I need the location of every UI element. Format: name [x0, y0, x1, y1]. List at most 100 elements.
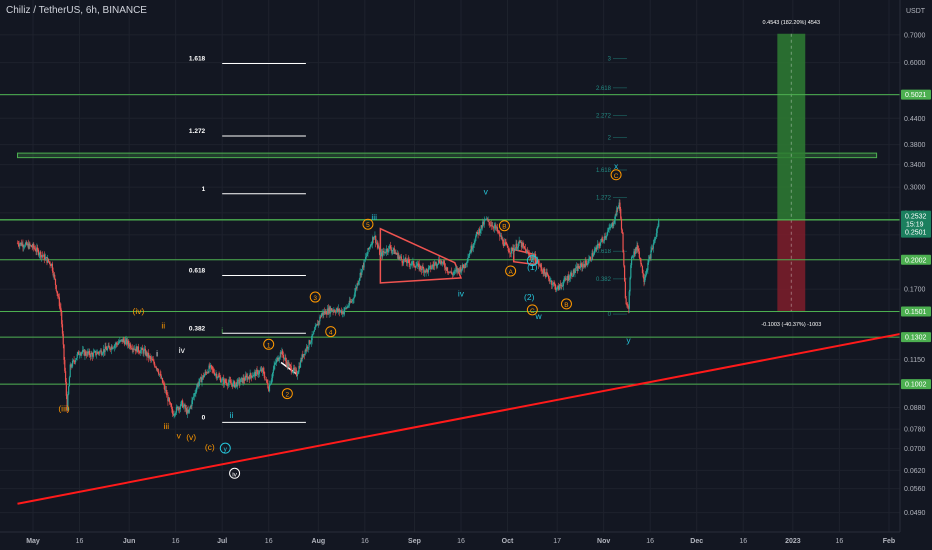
candle-body [395, 252, 397, 254]
candle-body [16, 242, 19, 244]
candle-body [568, 275, 570, 280]
candle-body [420, 265, 422, 269]
candle-body [228, 380, 230, 383]
candle-body [655, 233, 657, 238]
candle-body [413, 265, 416, 267]
candle-body [99, 351, 101, 354]
candle-body [217, 375, 219, 378]
candle-body [560, 285, 562, 286]
candle-body [502, 238, 504, 244]
candle-body [111, 346, 113, 349]
level-price-tag-text: 0.1302 [905, 335, 927, 342]
candle-body [238, 379, 240, 384]
candle-body [586, 263, 588, 265]
time-tick-label: 16 [739, 538, 747, 545]
candle-body [542, 271, 544, 274]
candle-body [399, 256, 402, 258]
candle-body [231, 383, 233, 387]
candle-body [581, 264, 583, 268]
candle-body [308, 340, 310, 348]
wave-label-circle [560, 298, 572, 310]
candle-body [384, 251, 386, 253]
wave-label-circle [263, 338, 275, 350]
wave-label-circle [219, 442, 231, 454]
candle-body [524, 248, 526, 250]
candle-body [224, 379, 226, 383]
candle-body [416, 265, 418, 267]
candle-body [85, 354, 88, 356]
candle-body [243, 377, 245, 381]
candle-body [518, 240, 520, 244]
candle-body [515, 243, 517, 248]
candle-body [46, 257, 48, 263]
time-tick-label: 16 [457, 538, 465, 545]
price-tick-label: 0.0560 [904, 486, 926, 493]
candle-body [129, 344, 131, 347]
candle-body [439, 261, 441, 264]
candle-body [404, 257, 406, 261]
candle-body [209, 365, 212, 368]
fib-ext-label: 2.272 [596, 113, 612, 119]
wave-label-circle [309, 291, 321, 303]
candle-body [309, 340, 311, 344]
candle-body [80, 353, 82, 355]
candle-body [173, 414, 175, 416]
currency-label: USDT [906, 8, 926, 15]
candle-body [571, 273, 573, 277]
candle-body [385, 248, 388, 253]
wave-label: 5 [366, 222, 370, 229]
candle-body [189, 408, 191, 410]
candle-body [644, 275, 647, 278]
candle-body [140, 347, 143, 351]
candle-body [596, 244, 599, 249]
candle-body [411, 261, 413, 265]
candle-body [495, 224, 497, 229]
candle-body [207, 372, 209, 373]
candle-body [356, 283, 358, 289]
candle-body [631, 256, 633, 258]
fib-ext-label: 0.382 [596, 277, 612, 283]
candle-body [386, 248, 388, 252]
candle-body [416, 263, 419, 266]
candle-body [602, 239, 604, 241]
candle-body [312, 334, 314, 335]
candle-body [658, 220, 660, 227]
fib-ext-label: 2.618 [596, 86, 612, 92]
candle-body [629, 277, 631, 292]
candle-body [206, 372, 209, 374]
candle-body [106, 348, 108, 351]
candle-body [469, 252, 471, 254]
candle-body [427, 270, 429, 273]
candle-body [65, 381, 67, 396]
candle-body [383, 251, 385, 253]
candle-body [365, 255, 368, 257]
candle-body [407, 259, 409, 260]
time-tick-label: Jul [217, 538, 227, 545]
candle-body [448, 271, 450, 273]
wave-label: i [221, 325, 223, 335]
candle-body [558, 284, 561, 290]
candle-body [69, 364, 71, 378]
candle-body [541, 270, 544, 272]
wave-label: iv [458, 289, 465, 299]
candle-body [183, 404, 185, 406]
candle-body [499, 232, 501, 237]
candle-body [507, 247, 509, 251]
candle-body [218, 375, 220, 377]
wave-label: iv [179, 345, 186, 355]
candle-body [491, 225, 493, 227]
candle-body [64, 359, 66, 372]
candle-body [446, 267, 448, 272]
candle-body [336, 308, 338, 311]
candle-body [267, 383, 269, 388]
candle-body [545, 272, 547, 278]
candle-body [414, 266, 416, 268]
candle-body [490, 224, 492, 227]
candle-body [249, 373, 251, 380]
time-tick-label: 16 [646, 538, 654, 545]
candle-body [607, 230, 609, 232]
candle-body [135, 346, 137, 352]
candle-body [633, 251, 635, 256]
candle-body [102, 353, 104, 355]
